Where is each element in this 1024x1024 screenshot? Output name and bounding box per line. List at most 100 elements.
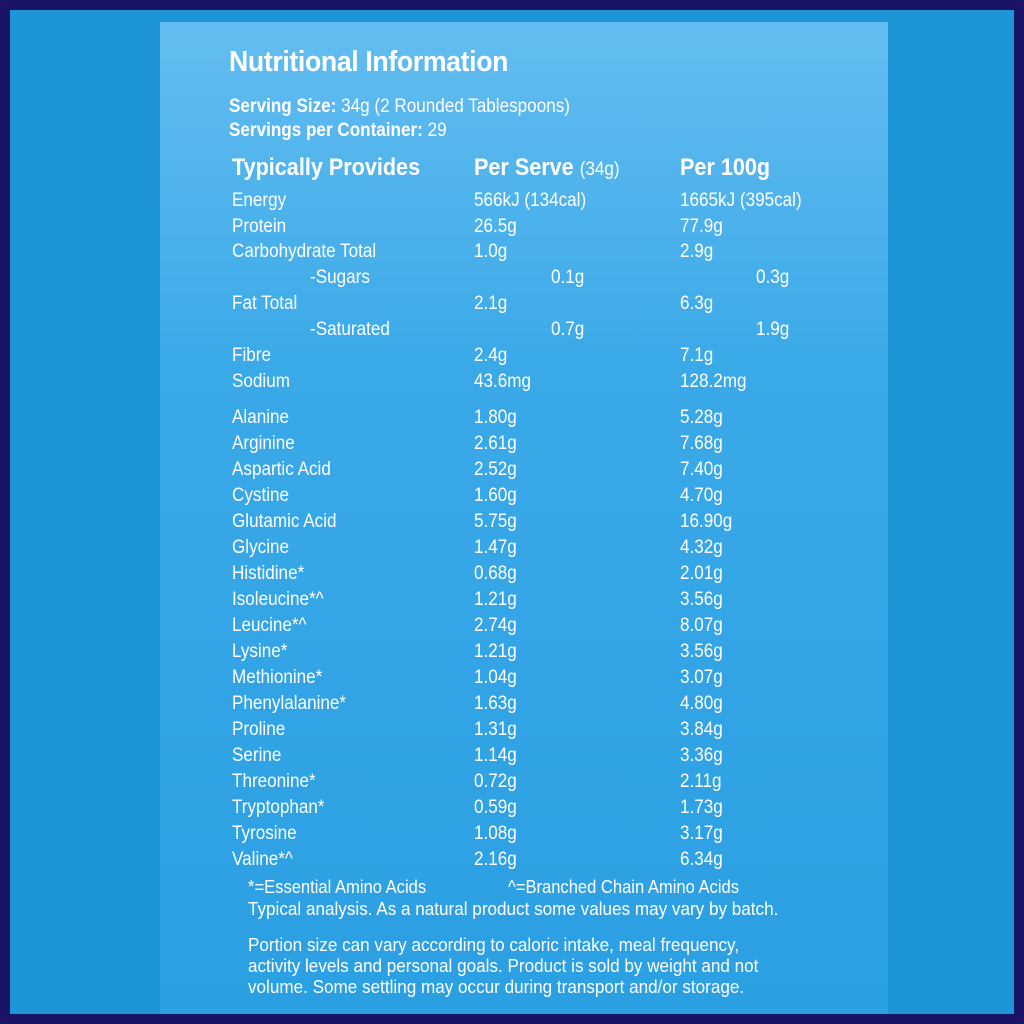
table-row: Cystine 1.60g 4.70g: [160, 485, 888, 509]
row-per-100g: 3.56g: [680, 641, 723, 662]
row-per-serve: 1.47g: [474, 537, 517, 558]
table-row: Proline 1.31g 3.84g: [160, 719, 888, 743]
row-per-100g: 7.1g: [680, 345, 714, 366]
row-name: Aspartic Acid: [232, 459, 331, 480]
row-per-serve: 0.72g: [474, 771, 517, 792]
row-per-serve: 0.7g: [551, 319, 585, 340]
row-per-serve: 1.31g: [474, 719, 517, 740]
row-per-serve: 2.74g: [474, 615, 517, 636]
header-per-serve: Per Serve (34g): [474, 154, 620, 182]
table-row: Fat Total 2.1g 6.3g: [160, 293, 888, 317]
table-row: Leucine*^ 2.74g 8.07g: [160, 615, 888, 639]
row-per-100g: 2.11g: [680, 771, 722, 792]
row-per-100g: 128.2mg: [680, 371, 747, 392]
row-per-serve: 566kJ (134cal): [474, 190, 587, 211]
table-row: -Sugars 0.1g 0.3g: [160, 267, 888, 291]
row-per-serve: 2.1g: [474, 293, 508, 314]
table-row: Protein 26.5g 77.9g: [160, 216, 888, 240]
row-name: Proline: [232, 719, 286, 740]
row-per-100g: 6.3g: [680, 293, 714, 314]
row-per-100g: 6.34g: [680, 849, 723, 870]
row-name: Energy: [232, 190, 287, 211]
header-per-serve-label: Per Serve: [474, 154, 574, 181]
table-row: -Saturated 0.7g 1.9g: [160, 319, 888, 343]
row-per-serve: 0.59g: [474, 797, 517, 818]
row-name: Lysine*: [232, 641, 288, 662]
row-name: Leucine*^: [232, 615, 307, 636]
table-row: Tryptophan* 0.59g 1.73g: [160, 797, 888, 821]
table-row: Arginine 2.61g 7.68g: [160, 433, 888, 457]
table-row: Valine*^ 2.16g 6.34g: [160, 849, 888, 873]
row-name: Glutamic Acid: [232, 511, 337, 532]
row-per-100g: 7.68g: [680, 433, 723, 454]
row-per-100g: 2.9g: [680, 241, 714, 262]
table-row: Energy 566kJ (134cal) 1665kJ (395cal): [160, 190, 888, 214]
row-name: Serine: [232, 745, 282, 766]
row-name: Alanine: [232, 407, 290, 428]
serving-size-label: Serving Size:: [229, 96, 337, 117]
row-name: Histidine*: [232, 563, 305, 584]
table-row: Glycine 1.47g 4.32g: [160, 537, 888, 561]
row-per-serve: 26.5g: [474, 216, 517, 237]
servings-per-container: Servings per Container: 29: [229, 120, 447, 142]
table-row: Carbohydrate Total 1.0g 2.9g: [160, 241, 888, 265]
nutrition-panel: Nutritional Information Serving Size: 34…: [160, 22, 888, 1014]
row-per-serve: 1.80g: [474, 407, 517, 428]
table-row: Threonine* 0.72g 2.11g: [160, 771, 888, 795]
label-frame: Nutritional Information Serving Size: 34…: [10, 10, 1014, 1014]
row-name: Isoleucine*^: [232, 589, 324, 610]
servings-per-container-label: Servings per Container:: [229, 120, 423, 141]
row-per-100g: 3.36g: [680, 745, 723, 766]
table-row: Histidine* 0.68g 2.01g: [160, 563, 888, 587]
legend-branched: ^=Branched Chain Amino Acids: [508, 877, 740, 897]
row-per-serve: 2.52g: [474, 459, 517, 480]
row-per-serve: 1.04g: [474, 667, 517, 688]
header-per-100g: Per 100g: [680, 154, 771, 181]
table-row: Glutamic Acid 5.75g 16.90g: [160, 511, 888, 535]
table-row: Fibre 2.4g 7.1g: [160, 345, 888, 369]
row-name: Tyrosine: [232, 823, 297, 844]
row-per-100g: 7.40g: [680, 459, 723, 480]
row-per-100g: 3.56g: [680, 589, 723, 610]
row-name: -Saturated: [310, 319, 390, 340]
table-row: Serine 1.14g 3.36g: [160, 745, 888, 769]
header-per-serve-sub: (34g): [579, 159, 620, 180]
servings-per-container-value: 29: [427, 120, 447, 141]
row-name: Cystine: [232, 485, 290, 506]
row-name: Fibre: [232, 345, 271, 366]
row-per-serve: 2.61g: [474, 433, 517, 454]
row-per-serve: 1.0g: [474, 241, 508, 262]
row-name: -Sugars: [310, 267, 370, 288]
row-name: Sodium: [232, 371, 290, 392]
row-per-100g: 4.80g: [680, 693, 723, 714]
serving-size: Serving Size: 34g (2 Rounded Tablespoons…: [229, 96, 570, 118]
row-per-serve: 0.68g: [474, 563, 517, 584]
row-name: Methionine*: [232, 667, 323, 688]
row-per-serve: 1.14g: [474, 745, 517, 766]
table-row: Alanine 1.80g 5.28g: [160, 407, 888, 431]
row-per-100g: 4.70g: [680, 485, 723, 506]
row-per-100g: 77.9g: [680, 216, 723, 237]
legend-essential: *=Essential Amino Acids: [248, 877, 427, 897]
row-per-serve: 1.21g: [474, 589, 517, 610]
row-name: Arginine: [232, 433, 295, 454]
row-per-100g: 4.32g: [680, 537, 723, 558]
row-per-serve: 1.63g: [474, 693, 517, 714]
row-per-serve: 5.75g: [474, 511, 517, 532]
row-per-serve: 1.08g: [474, 823, 517, 844]
row-per-100g: 3.84g: [680, 719, 723, 740]
row-per-serve: 0.1g: [551, 267, 585, 288]
table-row: Methionine* 1.04g 3.07g: [160, 667, 888, 691]
row-per-serve: 1.21g: [474, 641, 517, 662]
row-per-100g: 8.07g: [680, 615, 723, 636]
row-per-serve: 43.6mg: [474, 371, 532, 392]
table-row: Phenylalanine* 1.63g 4.80g: [160, 693, 888, 717]
row-name: Phenylalanine*: [232, 693, 347, 714]
table-row: Sodium 43.6mg 128.2mg: [160, 371, 888, 395]
table-row: Aspartic Acid 2.52g 7.40g: [160, 459, 888, 483]
row-per-100g: 5.28g: [680, 407, 723, 428]
row-name: Valine*^: [232, 849, 293, 870]
note-analysis: Typical analysis. As a natural product s…: [248, 899, 779, 919]
row-name: Carbohydrate Total: [232, 241, 377, 262]
row-name: Fat Total: [232, 293, 298, 314]
